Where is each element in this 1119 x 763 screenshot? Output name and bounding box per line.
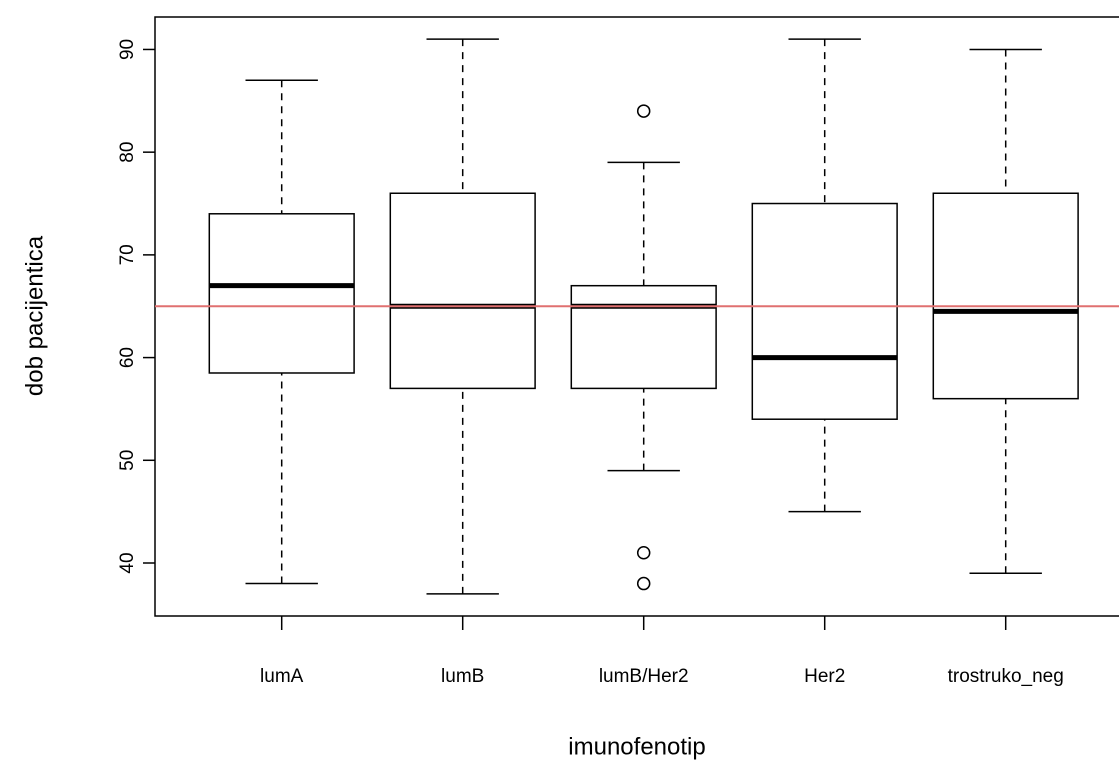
box <box>570 284 717 390</box>
y-tick-label: 70 <box>117 244 138 265</box>
box <box>751 202 898 420</box>
box <box>389 192 536 390</box>
x-tick-label: lumB/Her2 <box>599 666 689 687</box>
x-tick-label: trostruko_neg <box>948 666 1064 687</box>
y-tick-label: 50 <box>117 450 138 471</box>
outlier <box>636 576 651 591</box>
outlier <box>636 545 651 560</box>
box <box>208 213 355 374</box>
y-tick-label: 90 <box>117 39 138 60</box>
x-tick-label: lumA <box>260 666 304 687</box>
y-tick-label: 80 <box>117 142 138 163</box>
x-tick-label: lumB <box>441 666 484 687</box>
y-tick-label: 60 <box>117 347 138 368</box>
x-tick-label: Her2 <box>804 666 845 687</box>
box <box>932 192 1079 400</box>
x-axis-title: imunofenotip <box>568 733 705 760</box>
outlier <box>636 104 651 118</box>
plot-frame <box>154 16 1119 617</box>
y-axis-title: dob pacijentica <box>21 235 48 396</box>
y-tick-label: 40 <box>117 552 138 573</box>
